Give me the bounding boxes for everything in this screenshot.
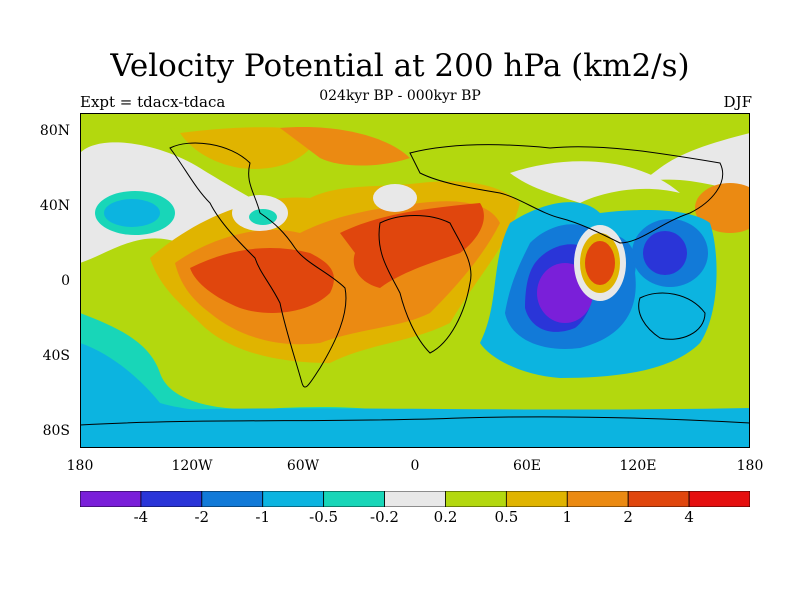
lon-label-120e: 120E [619,458,657,474]
season-label: DJF [723,93,752,111]
colorbar-swatch [445,491,507,507]
colorbar-label: -2 [194,508,210,526]
colorbar-label: -0.2 [370,508,399,526]
colorbar-swatch [80,491,142,507]
colorbar-label: 0.5 [494,508,519,526]
colorbar-swatch [627,491,690,507]
lon-label-180w: 180 [66,458,94,474]
field-zero-atlantic [373,184,417,212]
colorbar-label: 1 [562,508,573,526]
field-yellow-north [180,127,320,169]
field-zero-asia [510,161,680,203]
colorbar-swatch [201,491,264,507]
lon-label-180e: 180 [736,458,764,474]
field-darkblue-maritime [643,231,687,275]
colorbar-swatch [688,491,750,507]
map-frame [80,113,750,448]
lat-label-80n: 80N [39,123,70,139]
field-cyan-pacific [104,199,160,227]
colorbar-label: -1 [255,508,270,526]
lon-label-0: 0 [410,458,420,474]
colorbar-swatch [566,491,629,507]
colorbar-label: 2 [623,508,633,526]
colorbar-label: -0.5 [309,508,339,526]
lat-label-40n: 40N [39,198,70,214]
colorbar-swatch [140,491,203,507]
field-red-indochina [585,241,615,285]
coastlines [80,142,750,426]
colorbar-swatch [323,491,385,507]
field-red-americas [190,248,334,313]
lat-label-80s: 80S [42,423,70,439]
experiment-label: Expt = tdacx-tdaca [80,93,226,111]
lat-label-0: 0 [61,273,70,289]
field-cyan-antarctic [80,408,750,448]
field-orange-north [280,127,410,166]
colorbar [80,491,750,507]
chart-title: Velocity Potential at 200 hPa (km2/s) [110,48,690,84]
colorbar-label: -4 [133,508,149,526]
eurasia-coast [409,144,724,244]
colorbar-swatch [262,491,325,507]
australia-coast [638,292,706,340]
velocity-potential-map [80,113,750,448]
field-polar-north [80,113,750,151]
lon-label-120w: 120W [171,458,213,474]
colorbar-swatch [384,491,446,507]
lat-label-40s: 40S [42,348,70,364]
field-red-atlantic [340,203,484,288]
colorbar-swatch [505,491,568,507]
antarctica-coast [80,416,750,426]
colorbar-label: 4 [684,508,694,526]
field-orange-east [695,183,750,233]
lon-label-60e: 60E [512,458,542,474]
chart-subtitle: 024kyr BP - 000kyr BP [319,88,481,104]
colorbar-label: 0.2 [433,508,458,526]
africa-coast [378,215,472,354]
americas-coast [169,142,347,388]
lon-label-60w: 60W [286,458,320,474]
